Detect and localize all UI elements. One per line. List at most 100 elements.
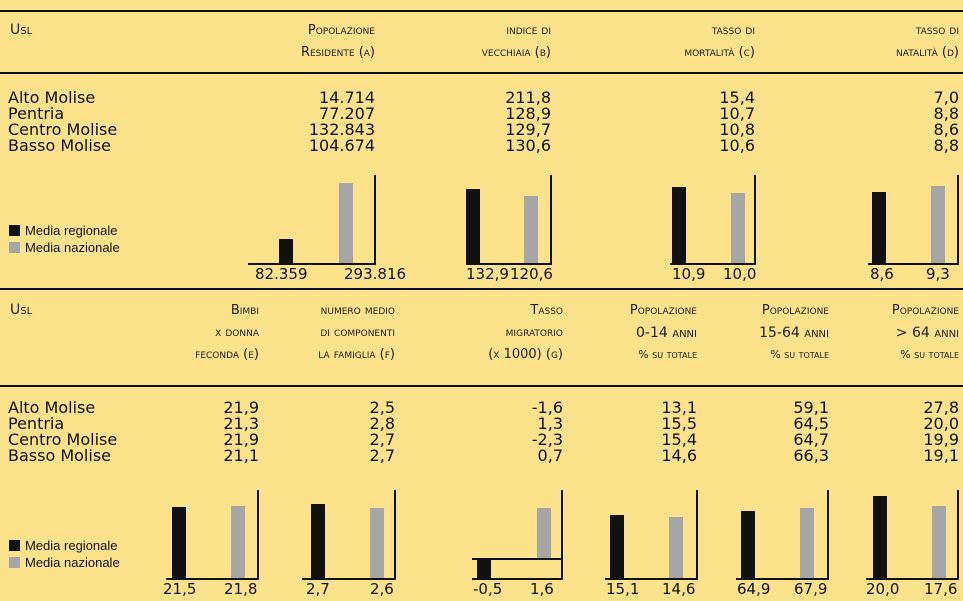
bar-regional [872,192,886,263]
header-mortalita: tasso di mortalità (c) [684,20,755,64]
bar-national [932,506,946,578]
cell-p014: 15,5 [661,414,697,433]
header-line: tasso di [711,23,755,38]
header-natalita: tasso di natalità (d) [896,20,959,64]
chart-baseline [472,578,562,580]
avg-regional: 2,7 [306,580,330,598]
chart-axis [257,490,259,580]
avg-national: 21,8 [224,580,258,598]
cell-mort: 10,8 [719,120,755,139]
row-name: Basso Molise [8,446,111,465]
cell-bimbi: 21,9 [223,430,259,449]
avg-regional: -0,5 [473,580,503,598]
regional-swatch [9,540,20,551]
cell-nat: 8,6 [933,120,959,139]
bar-national [669,517,683,578]
legend-item-national: Media nazionale [9,555,120,572]
header-migratorio: Tasso migratorio (x 1000) (g) [488,300,563,366]
cell-fam: 2,7 [369,446,395,465]
legend-item-regional: Media regionale [9,223,120,240]
cell-p014: 14,6 [661,446,697,465]
header-line: 15-64 anni [759,325,829,341]
header-pop-0-14: Popolazione 0-14 anni % su totale [630,300,697,366]
bar-regional [311,504,325,578]
avg-national: 120,6 [510,265,553,283]
header-line: numero medio [320,303,395,318]
avg-regional: 21,5 [163,580,197,598]
chart-axis [827,490,829,580]
bar-regional [477,558,491,578]
chart-axis [374,175,376,265]
header-line: migratorio [505,325,563,340]
legend-bottom: Media regionale Media nazionale [9,538,120,572]
bar-regional [741,511,755,578]
header-line: mortalità (c) [684,45,755,60]
cell-migr: 0,7 [537,446,563,465]
header-line: vecchiaia (b) [481,45,551,60]
chart-baseline [302,578,395,580]
header-line: % su totale [900,348,959,361]
national-swatch [9,242,20,253]
chart-axis [957,175,959,265]
cell-p64: 27,8 [923,398,959,417]
row-name: Basso Molise [8,136,111,155]
header-line: % su totale [770,348,829,361]
header-line: % su totale [638,348,697,361]
header-line: indice di [506,23,551,38]
bar-regional [873,496,887,578]
row-name: Alto Molise [8,88,96,107]
avg-regional: 15,1 [606,580,640,598]
chart-baseline [166,578,258,580]
cell-mort: 10,7 [719,104,755,123]
cell-bimbi: 21,3 [223,414,259,433]
avg-national: 10,0 [723,265,757,283]
avg-national: 2,6 [370,580,394,598]
row-name: Pentria [8,104,65,123]
bar-national [370,508,384,578]
avg-regional: 8,6 [870,265,894,283]
cell-p1564: 64,7 [793,430,829,449]
cell-vecch: 128,9 [505,104,551,123]
bar-regional [466,189,480,263]
header-rule-top [0,72,963,74]
legend-label: Media nazionale [25,555,120,570]
cell-p014: 15,4 [661,430,697,449]
bar-regional [172,507,186,578]
top-rule [0,10,963,12]
chart-baseline [670,263,756,265]
row-name: Centro Molise [8,120,118,139]
chart-baseline [868,263,958,265]
avg-national: 1,6 [530,580,554,598]
bar-national [537,508,551,558]
cell-p64: 19,1 [923,446,959,465]
cell-p1564: 66,3 [793,446,829,465]
cell-vecch: 130,6 [505,136,551,155]
header-line: (x 1000) (g) [488,347,563,362]
cell-fam: 2,8 [369,414,395,433]
bar-national [800,508,814,578]
avg-national: 67,9 [794,580,828,598]
avg-national: 293.816 [344,265,407,283]
header-line: Tasso [530,303,563,318]
cell-pop: 14.714 [319,88,375,107]
row-name: Pentria [8,414,65,433]
header-popolazione: Popolazione Residente (a) [301,20,375,64]
cell-fam: 2,7 [369,430,395,449]
cell-mort: 10,6 [719,136,755,155]
cell-p1564: 59,1 [793,398,829,417]
cell-migr: 1,3 [537,414,563,433]
avg-national: 9,3 [926,265,950,283]
chart-axis [957,490,959,580]
cell-migr: -1,6 [531,398,563,417]
header-vecchiaia: indice di vecchiaia (b) [482,20,551,64]
avg-national: 14,6 [662,580,696,598]
chart-axis [561,490,563,580]
header-pop-15-64: Popolazione 15-64 anni % su totale [759,300,829,366]
avg-regional: 10,9 [672,265,706,283]
legend-label: Media regionale [25,223,118,238]
header-line: tasso di [915,23,959,38]
bar-regional [610,515,624,578]
chart-baseline [466,263,551,265]
chart-baseline [736,578,828,580]
section-divider [0,288,963,290]
